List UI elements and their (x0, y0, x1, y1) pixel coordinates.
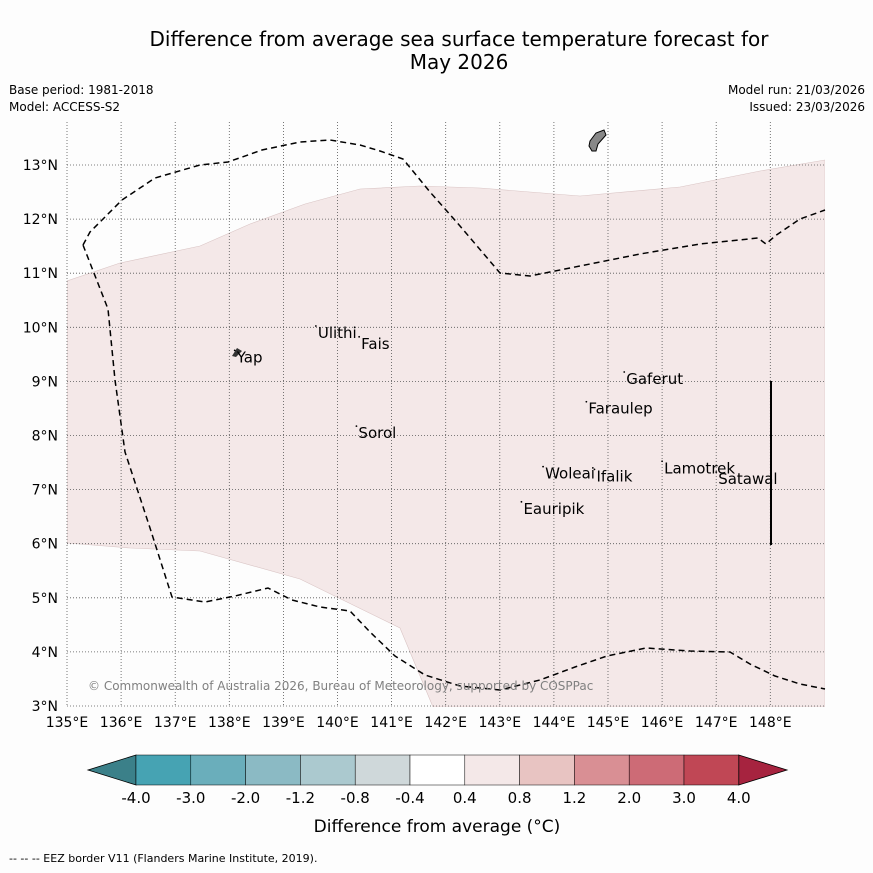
colorbar-under-arrow (86, 754, 137, 786)
colorbar-bin (574, 754, 630, 786)
map-gridlines (66, 122, 825, 707)
colorbar-over-arrow (738, 754, 789, 786)
lat-tick-label: 8°N (32, 429, 58, 445)
colorbar-tick-label: -2.0 (231, 789, 260, 807)
colorbar-tick-label: 2.0 (617, 789, 641, 807)
issued-date: Issued: 23/03/2026 (749, 100, 865, 114)
colorbar-tick-label: -4.0 (121, 789, 150, 807)
place-label: Sorol (358, 424, 396, 442)
island-marker (314, 325, 317, 327)
colorbar-tick-label: 3.0 (672, 789, 696, 807)
chart-title: Difference from average sea surface temp… (0, 28, 873, 74)
colorbar-bin (628, 754, 685, 786)
metadata-left: Base period: 1981-2018 Model: ACCESS-S2 (9, 82, 154, 116)
lat-tick-label: 13°N (23, 158, 58, 174)
colorbar-bin (190, 754, 246, 786)
lon-tick-label: 138°E (208, 715, 251, 731)
island-marker (661, 460, 663, 463)
lon-tick-label: 136°E (100, 715, 143, 731)
colorbar-label: Difference from average (°C) (314, 817, 561, 837)
copyright-notice: © Commonwealth of Australia 2026, Bureau… (88, 679, 593, 693)
island-marker (593, 468, 596, 471)
lon-tick-label: 139°E (262, 715, 305, 731)
island-marker (355, 425, 358, 427)
lon-tick-label: 140°E (316, 715, 359, 731)
lon-tick-label: 137°E (154, 715, 197, 731)
island-marker (233, 349, 236, 352)
lat-tick-label: 11°N (23, 266, 58, 282)
guam-island (588, 129, 607, 152)
lon-tick-label: 146°E (641, 715, 684, 731)
place-label: Satawal (718, 470, 777, 488)
colorbar-tick-label: 1.2 (562, 789, 586, 807)
colorbar-bin (464, 754, 520, 786)
lat-tick-label: 3°N (32, 699, 58, 715)
base-period: Base period: 1981-2018 (9, 83, 154, 97)
island-marker (585, 400, 588, 403)
island-marker (623, 371, 626, 373)
colorbar-tick-label: -1.2 (286, 789, 315, 807)
lon-tick-label: 142°E (424, 715, 467, 731)
island-marker (520, 500, 523, 503)
lat-tick-label: 12°N (23, 212, 58, 228)
colorbar-bin (300, 754, 356, 786)
colorbar-bin (683, 754, 740, 786)
lon-tick-label: 135°E (46, 715, 89, 731)
colorbar-bin (354, 754, 411, 786)
place-label: Woleai (545, 465, 595, 483)
place-label: Ifalik (596, 467, 632, 485)
lon-tick-label: 145°E (587, 715, 630, 731)
lon-tick-label: 144°E (533, 715, 576, 731)
model-run: Model run: 21/03/2026 (727, 83, 865, 97)
colorbar-tick-label: -0.8 (341, 789, 370, 807)
title-line-2: May 2026 (409, 50, 509, 74)
yap-island (232, 348, 242, 357)
metadata-right: Model run: 21/03/2026 Issued: 23/03/2026 (728, 82, 865, 116)
place-label: Ulithi (318, 324, 357, 342)
lat-tick-label: 9°N (32, 374, 58, 390)
colorbar-tick-label: 0.4 (453, 789, 477, 807)
colorbar-bin (409, 754, 466, 786)
colorbar-tick-label: -0.4 (395, 789, 424, 807)
lat-tick-label: 4°N (32, 645, 58, 661)
island-marker (358, 335, 361, 338)
lon-tick-label: 141°E (370, 715, 413, 731)
island-marker (542, 465, 544, 468)
place-label: Eauripik (523, 500, 584, 518)
colorbar-bin (135, 754, 192, 786)
place-label: Faraulep (588, 400, 652, 418)
lon-tick-label: 148°E (749, 715, 792, 731)
model-name: Model: ACCESS-S2 (9, 100, 121, 114)
colorbar-tick-label: 0.8 (508, 789, 532, 807)
place-label: Gaferut (626, 370, 683, 388)
lat-tick-label: 7°N (32, 483, 58, 499)
colorbar-tick-label: -3.0 (176, 789, 205, 807)
colorbar: -4.0 -3.0 -2.0 -1.2 -0.8 -0.4 0.4 0.8 1.2 2.0 3.0 4… (86, 754, 789, 807)
place-label: Lamotrek (664, 459, 735, 477)
place-label: Yap (236, 348, 263, 366)
eez-border (82, 139, 826, 691)
title-line-1: Difference from average sea surface temp… (149, 27, 769, 51)
axis-tick-labels: 135°E 136°E 137°E 138°E 139°E 140°E 141°E 142°E… (23, 158, 792, 731)
lat-tick-label: 10°N (23, 320, 58, 336)
island-marker (715, 471, 718, 473)
colorbar-tick-label: 4.0 (727, 789, 751, 807)
lat-tick-label: 6°N (32, 537, 58, 553)
eez-footnote: -- -- -- EEZ border V11 (Flanders Marine… (9, 852, 318, 865)
colorbar-bin (519, 754, 575, 786)
anomaly-region (67, 159, 825, 707)
lat-tick-label: 5°N (32, 591, 58, 607)
colorbar-bin (245, 754, 301, 786)
place-label: Fais (361, 335, 390, 353)
lon-tick-label: 143°E (479, 715, 522, 731)
lon-tick-label: 147°E (695, 715, 738, 731)
